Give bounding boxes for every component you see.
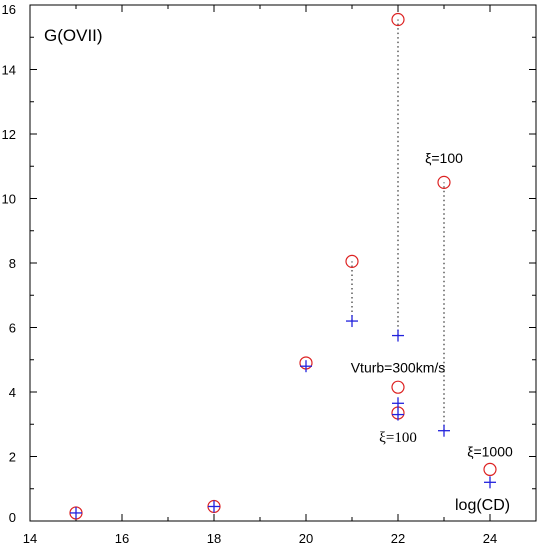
- y-tick-label: 4: [9, 385, 16, 400]
- y-tick-label: 8: [9, 256, 16, 271]
- annotation-label: Vturb=300km/s: [351, 360, 446, 376]
- circle-point: [391, 380, 405, 394]
- y-tick-label: 12: [2, 127, 16, 142]
- plus-point: [484, 476, 496, 489]
- x-tick-label: 20: [299, 531, 313, 546]
- x-tick-label: 14: [23, 531, 37, 546]
- plus-point: [300, 360, 312, 373]
- annotation-label: ξ=100: [379, 430, 417, 446]
- plus-point: [392, 329, 404, 342]
- x-axis-label: log(CD): [455, 497, 510, 514]
- circle-point: [345, 254, 359, 268]
- circle-point: [437, 175, 451, 189]
- plus-point: [208, 500, 220, 513]
- annotation-label: ξ=1000: [467, 444, 513, 460]
- plus-point: [70, 506, 82, 519]
- y-tick-label: 2: [9, 450, 16, 465]
- annotation-label: ξ=100: [425, 150, 463, 166]
- connectors-layer: [351, 19, 445, 431]
- x-tick-label: 22: [391, 531, 405, 546]
- x-tick-label: 24: [483, 531, 497, 546]
- y-tick-label: 6: [9, 321, 16, 336]
- y-tick-label: 10: [2, 192, 16, 207]
- circle-point: [391, 12, 405, 27]
- circle-point: [483, 462, 497, 476]
- y-tick-label: 16: [2, 2, 16, 17]
- x-tick-label: 16: [115, 531, 129, 546]
- y-tick-label: 0: [9, 510, 16, 525]
- plus-point: [392, 397, 404, 410]
- annotations-layer: ξ=100 Vturb=300km/s ξ=100 ξ=1000: [351, 150, 513, 459]
- plus-point: [438, 424, 450, 437]
- plus-point: [392, 408, 404, 421]
- plot-frame: [29, 4, 537, 522]
- chart-title: G(OVII): [44, 26, 103, 45]
- y-tick-label: 14: [2, 63, 16, 78]
- plus-point: [346, 315, 358, 328]
- marks-layer: [69, 12, 497, 520]
- x-tick-label: 18: [207, 531, 221, 546]
